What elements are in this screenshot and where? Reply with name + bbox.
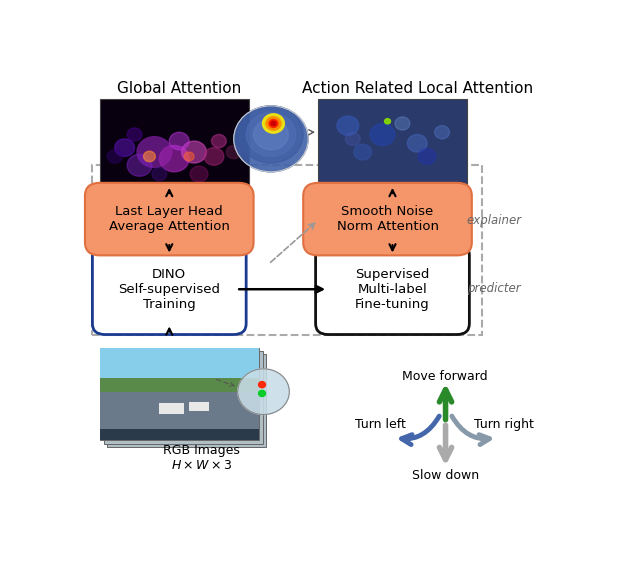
- Circle shape: [182, 141, 207, 163]
- Bar: [92, 165, 482, 335]
- Circle shape: [169, 132, 189, 150]
- FancyBboxPatch shape: [159, 403, 184, 413]
- Text: Supervised
Multi-label
Fine-tuning: Supervised Multi-label Fine-tuning: [355, 268, 430, 311]
- Text: DINO
Self-supervised
Training: DINO Self-supervised Training: [118, 268, 220, 311]
- FancyBboxPatch shape: [92, 244, 246, 335]
- Circle shape: [253, 119, 289, 150]
- Text: Move forward: Move forward: [402, 370, 488, 383]
- Text: Global Attention: Global Attention: [117, 81, 241, 96]
- Circle shape: [259, 381, 266, 388]
- FancyBboxPatch shape: [100, 99, 248, 185]
- Circle shape: [337, 116, 359, 135]
- Text: Turn right: Turn right: [474, 418, 534, 431]
- Circle shape: [259, 391, 266, 396]
- Circle shape: [108, 150, 122, 163]
- Circle shape: [370, 123, 395, 146]
- Circle shape: [190, 166, 208, 182]
- FancyBboxPatch shape: [189, 402, 209, 412]
- FancyBboxPatch shape: [100, 348, 259, 383]
- Circle shape: [143, 151, 156, 162]
- Text: Smooth Noise
Norm Attention: Smooth Noise Norm Attention: [337, 205, 438, 233]
- Circle shape: [115, 139, 134, 156]
- FancyBboxPatch shape: [100, 379, 259, 394]
- Circle shape: [269, 119, 278, 127]
- Circle shape: [266, 117, 281, 130]
- Circle shape: [234, 106, 308, 172]
- Text: Turn left: Turn left: [355, 418, 406, 431]
- FancyBboxPatch shape: [85, 183, 253, 255]
- FancyBboxPatch shape: [318, 99, 467, 185]
- Circle shape: [395, 117, 410, 130]
- Circle shape: [152, 167, 167, 180]
- FancyBboxPatch shape: [100, 392, 259, 440]
- Text: Last Layer Head
Average Attention: Last Layer Head Average Attention: [109, 205, 230, 233]
- Circle shape: [354, 144, 372, 160]
- Circle shape: [239, 106, 303, 163]
- Circle shape: [237, 369, 289, 415]
- Circle shape: [127, 154, 152, 176]
- FancyBboxPatch shape: [100, 429, 259, 440]
- Circle shape: [227, 146, 241, 159]
- Circle shape: [271, 121, 276, 126]
- Circle shape: [127, 128, 142, 141]
- FancyBboxPatch shape: [303, 183, 472, 255]
- Text: predicter: predicter: [467, 282, 521, 295]
- FancyBboxPatch shape: [100, 348, 259, 440]
- Circle shape: [385, 119, 390, 124]
- Circle shape: [211, 134, 227, 148]
- Circle shape: [419, 148, 436, 164]
- Circle shape: [246, 112, 296, 156]
- Circle shape: [184, 152, 194, 161]
- Text: RGB Images
$H\times W\times 3$: RGB Images $H\times W\times 3$: [163, 444, 240, 472]
- Text: Slow down: Slow down: [412, 469, 479, 482]
- Circle shape: [204, 148, 224, 165]
- Text: Action Related Local Attention: Action Related Local Attention: [301, 81, 533, 96]
- FancyBboxPatch shape: [316, 244, 469, 335]
- Text: explainer: explainer: [467, 214, 522, 227]
- Circle shape: [408, 134, 428, 152]
- Circle shape: [346, 132, 360, 146]
- Circle shape: [137, 136, 172, 167]
- Circle shape: [262, 114, 284, 133]
- Circle shape: [159, 146, 189, 172]
- FancyBboxPatch shape: [108, 354, 266, 447]
- FancyBboxPatch shape: [104, 351, 262, 444]
- Circle shape: [435, 126, 449, 139]
